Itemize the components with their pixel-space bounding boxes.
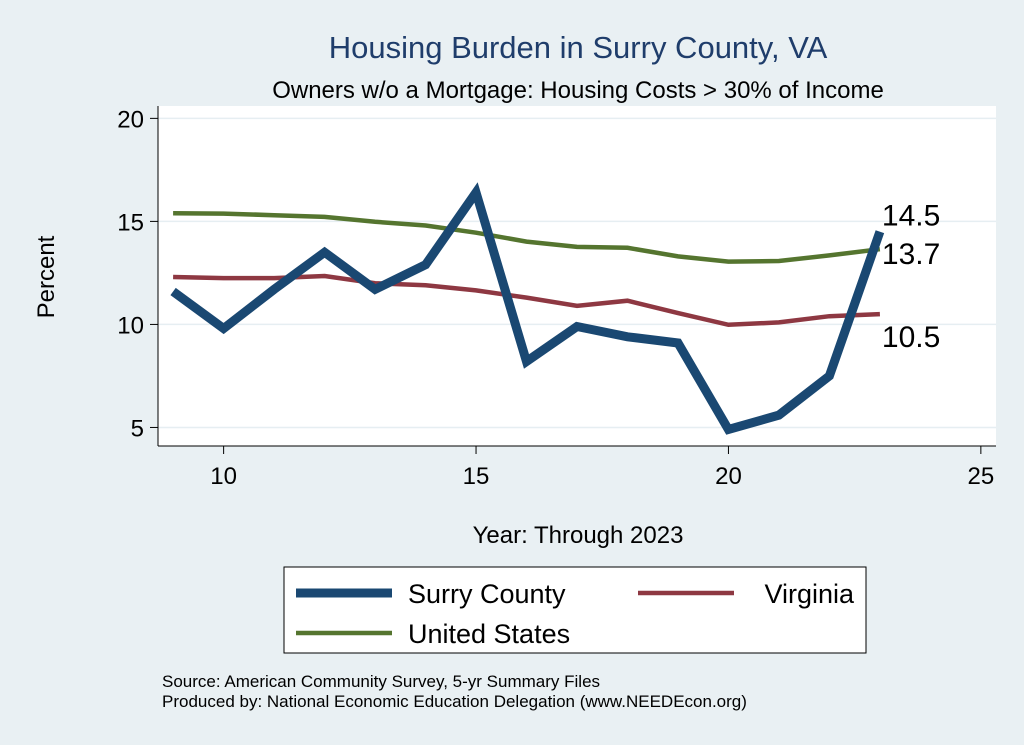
produced-by-line: Produced by: National Economic Education…: [162, 692, 747, 711]
end-label-united-states: 13.7: [882, 238, 940, 271]
x-tick-label-25: 25: [968, 463, 995, 490]
y-tick-label-5: 5: [131, 415, 144, 442]
end-label-virginia: 10.5: [882, 321, 940, 354]
end-label-surry-county: 14.5: [882, 200, 940, 233]
x-axis-title: Year: Through 2023: [473, 522, 684, 549]
axes: [157, 106, 996, 447]
legend-label-united-states: United States: [408, 619, 570, 649]
series-end-labels: 14.5 10.5 13.7: [882, 200, 940, 354]
y-tick-label-15: 15: [117, 209, 144, 236]
chart-subtitle: Owners w/o a Mortgage: Housing Costs > 3…: [272, 77, 884, 104]
legend-label-virginia: Virginia: [764, 579, 855, 609]
y-axis-title: Percent: [33, 235, 60, 318]
series-line-united-states: [173, 210, 881, 264]
x-axis-ticks: 10 15 20 25: [210, 446, 994, 490]
x-tick-label-20: 20: [715, 463, 742, 490]
legend: Surry County Virginia United States: [283, 566, 867, 654]
series-lines: [170, 182, 885, 435]
y-tick-label-10: 10: [117, 312, 144, 339]
chart-title: Housing Burden in Surry County, VA: [329, 30, 828, 65]
source-line: Source: American Community Survey, 5-yr …: [162, 672, 600, 691]
series-line-surry-county: [170, 182, 885, 435]
legend-box: [283, 566, 867, 654]
x-tick-label-15: 15: [463, 463, 490, 490]
legend-label-surry-county: Surry County: [408, 579, 566, 609]
y-axis-ticks: 5 10 15 20: [117, 106, 158, 442]
y-tick-label-20: 20: [117, 106, 144, 133]
x-tick-label-10: 10: [210, 463, 237, 490]
